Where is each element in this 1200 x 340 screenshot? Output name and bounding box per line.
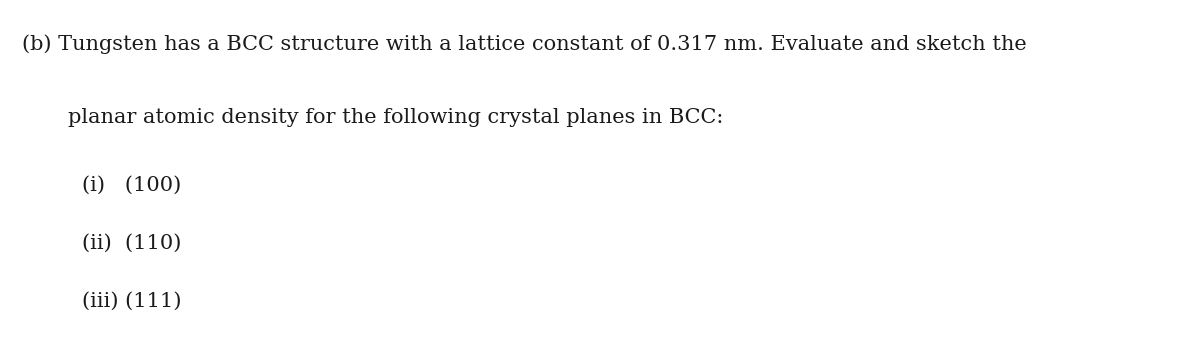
Text: (i)   (100): (i) (100) <box>82 176 181 195</box>
Text: (b) Tungsten has a BCC structure with a lattice constant of 0.317 nm. Evaluate a: (b) Tungsten has a BCC structure with a … <box>22 34 1026 54</box>
Text: (ii)  (110): (ii) (110) <box>82 234 181 253</box>
Text: (iii) (111): (iii) (111) <box>82 291 181 310</box>
Text: planar atomic density for the following crystal planes in BCC:: planar atomic density for the following … <box>68 108 724 127</box>
